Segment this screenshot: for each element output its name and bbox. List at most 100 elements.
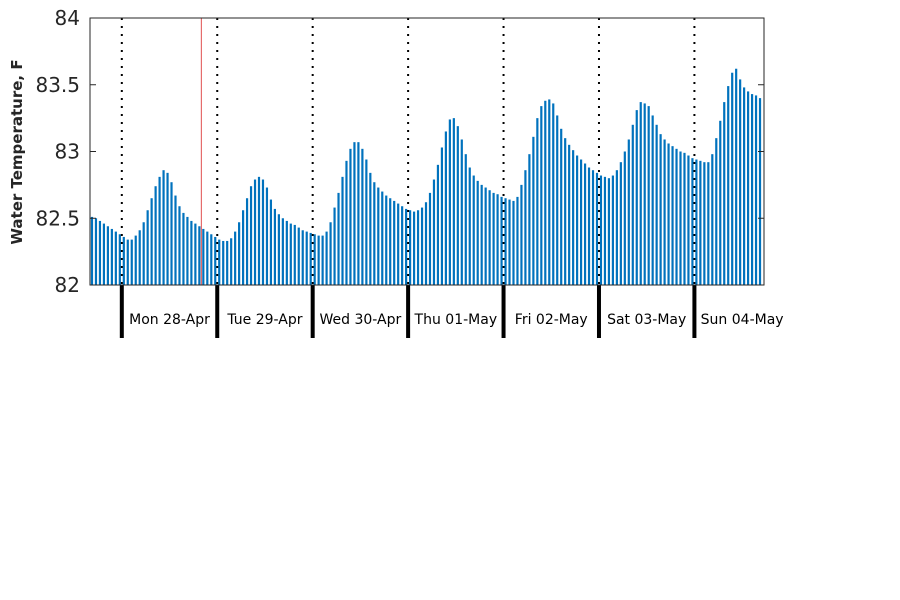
bar xyxy=(631,124,634,285)
bar xyxy=(424,202,428,285)
bar xyxy=(623,151,626,285)
bar xyxy=(615,170,618,285)
bar xyxy=(122,236,125,285)
bar xyxy=(739,79,742,285)
bar xyxy=(532,136,535,285)
bar xyxy=(158,176,161,285)
bar xyxy=(448,119,451,286)
bar xyxy=(249,186,253,285)
bar xyxy=(102,223,106,285)
y-tick-label: 84 xyxy=(55,6,80,30)
bar xyxy=(464,154,467,285)
bar xyxy=(349,148,352,285)
bar xyxy=(683,152,686,285)
bar xyxy=(313,234,316,285)
bar xyxy=(595,172,599,285)
bar xyxy=(695,159,698,285)
bar xyxy=(436,164,440,285)
y-tick-label: 83.5 xyxy=(35,73,80,97)
bar xyxy=(476,180,479,285)
bar xyxy=(416,210,420,285)
bar xyxy=(150,198,153,285)
bar xyxy=(488,190,491,285)
bar xyxy=(389,198,392,285)
bar xyxy=(345,160,348,285)
bar xyxy=(353,142,356,285)
bar xyxy=(393,200,396,285)
bar xyxy=(754,95,758,286)
bar xyxy=(647,106,650,285)
bar xyxy=(516,196,519,285)
bar xyxy=(385,195,388,285)
bar xyxy=(663,139,666,285)
bar xyxy=(607,178,611,285)
bar xyxy=(500,196,503,285)
bar xyxy=(552,103,555,285)
bar xyxy=(234,231,237,285)
bar xyxy=(544,100,547,286)
bar xyxy=(257,176,261,285)
bar xyxy=(456,126,459,285)
bar xyxy=(226,240,229,285)
bar xyxy=(472,175,475,285)
bar xyxy=(222,240,225,285)
bar xyxy=(579,159,583,285)
bar xyxy=(357,142,360,285)
bar xyxy=(269,199,273,285)
bar xyxy=(309,232,312,285)
bar xyxy=(564,138,567,285)
bar xyxy=(679,151,682,285)
bar xyxy=(504,198,507,285)
bar xyxy=(154,186,157,285)
bar xyxy=(90,216,94,285)
bar xyxy=(703,162,706,285)
bar xyxy=(238,222,241,285)
bar xyxy=(253,179,257,285)
bar xyxy=(365,159,368,285)
day-label: Thu 01-May xyxy=(414,312,498,328)
bar xyxy=(651,115,654,286)
bar xyxy=(675,148,678,285)
bar xyxy=(643,103,646,285)
bar xyxy=(361,148,364,285)
bar xyxy=(452,118,455,286)
bar xyxy=(747,91,750,285)
bar xyxy=(639,102,642,285)
bar xyxy=(174,195,177,285)
bar xyxy=(265,187,269,285)
day-label: Sat 03-May xyxy=(607,312,686,328)
bar xyxy=(715,138,718,285)
bar xyxy=(611,175,614,285)
bar xyxy=(480,184,483,286)
bar xyxy=(341,176,344,285)
y-tick-label: 82 xyxy=(55,273,80,297)
bar xyxy=(707,162,710,285)
bar xyxy=(210,234,213,285)
bar xyxy=(743,87,746,285)
bar xyxy=(587,167,591,285)
bar xyxy=(138,230,141,285)
y-tick-label: 83 xyxy=(55,140,80,164)
bar xyxy=(182,212,185,285)
bar xyxy=(198,226,201,285)
bar xyxy=(671,146,674,285)
bar xyxy=(261,179,265,285)
bar xyxy=(114,231,117,285)
bar xyxy=(329,222,332,285)
y-tick-label: 82.5 xyxy=(35,206,80,230)
bar xyxy=(305,231,308,285)
bar xyxy=(659,134,662,285)
bar xyxy=(420,207,424,285)
bar xyxy=(750,94,754,285)
bar xyxy=(603,176,607,285)
bar xyxy=(333,207,336,285)
bar xyxy=(409,210,412,285)
bar xyxy=(202,228,205,285)
bar xyxy=(126,239,129,285)
bar xyxy=(508,199,511,285)
bar xyxy=(194,223,197,285)
bar xyxy=(524,170,527,285)
bar xyxy=(687,155,690,285)
bar xyxy=(667,143,670,285)
bar xyxy=(130,239,133,285)
